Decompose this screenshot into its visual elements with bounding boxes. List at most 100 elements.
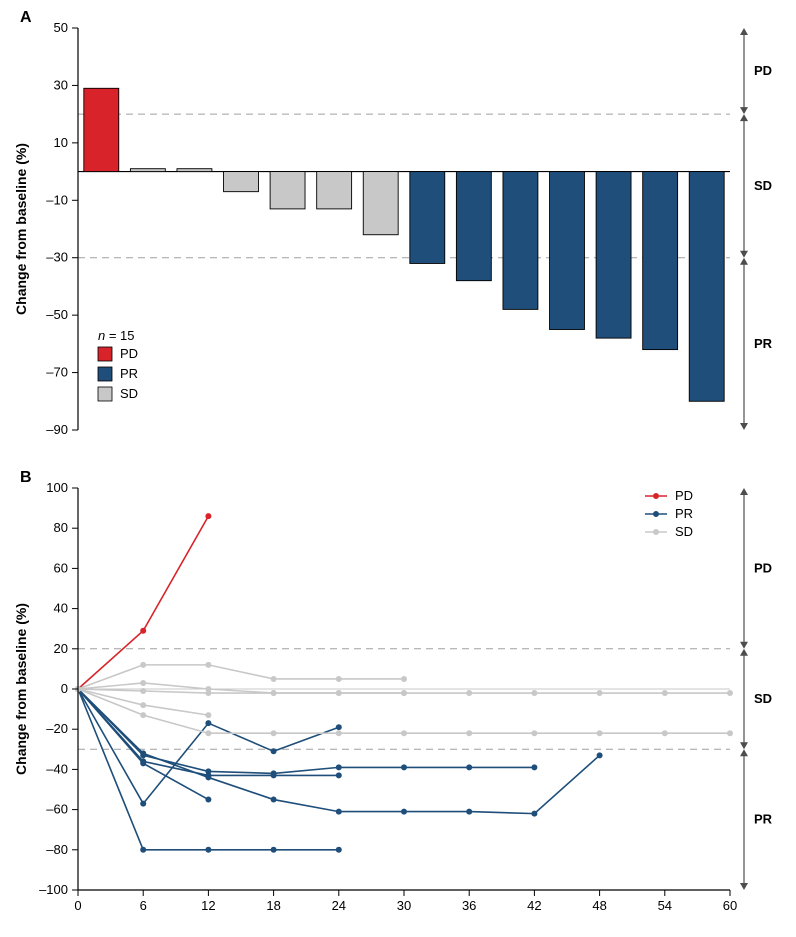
bar: [550, 172, 585, 330]
series-line: [78, 665, 404, 689]
zone-label: PD: [754, 560, 772, 575]
panel-a-label: A: [20, 9, 32, 26]
bar: [270, 172, 305, 209]
xtick-label: 18: [266, 898, 280, 913]
series-marker: [336, 690, 342, 696]
ytick-label: 100: [46, 480, 68, 495]
series-marker: [140, 688, 146, 694]
bar: [456, 172, 491, 281]
ytick-label: –10: [46, 192, 68, 207]
bar: [643, 172, 678, 350]
xtick-label: 60: [723, 898, 737, 913]
ytick-label: –80: [46, 842, 68, 857]
series-marker: [531, 811, 537, 817]
zone-label: PR: [754, 336, 773, 351]
series-marker: [205, 712, 211, 718]
series-marker: [531, 730, 537, 736]
bar: [596, 172, 631, 339]
xtick-label: 0: [74, 898, 81, 913]
y-axis-label: Change from baseline (%): [13, 603, 29, 775]
series-marker: [271, 847, 277, 853]
ytick-label: 50: [54, 20, 68, 35]
bar: [224, 172, 259, 192]
series-marker: [336, 676, 342, 682]
ytick-label: 30: [54, 77, 68, 92]
legend-label: PR: [675, 506, 693, 521]
legend-swatch: [98, 387, 112, 401]
series-marker: [205, 720, 211, 726]
series-marker: [271, 770, 277, 776]
series-marker: [336, 847, 342, 853]
series-marker: [205, 690, 211, 696]
bar: [177, 169, 212, 172]
ytick-label: 20: [54, 641, 68, 656]
series-marker: [205, 847, 211, 853]
series-line: [78, 683, 404, 693]
series-marker: [662, 690, 668, 696]
panel-b-svg: B100806040200–20–40–60–80–10006121824303…: [0, 460, 796, 937]
series-marker: [205, 774, 211, 780]
zone-label: PD: [754, 63, 772, 78]
ytick-label: –90: [46, 422, 68, 437]
series-marker: [401, 676, 407, 682]
series-marker: [531, 764, 537, 770]
xtick-label: 24: [332, 898, 346, 913]
series-marker: [466, 690, 472, 696]
series-marker: [336, 724, 342, 730]
ytick-label: –20: [46, 721, 68, 736]
series-marker: [205, 513, 211, 519]
xtick-label: 36: [462, 898, 476, 913]
ytick-label: –50: [46, 307, 68, 322]
panel-b-label: B: [20, 469, 32, 486]
series-marker: [271, 797, 277, 803]
bar: [84, 88, 119, 171]
series-marker: [271, 676, 277, 682]
legend-n: n = 15: [98, 328, 135, 343]
legend-swatch: [98, 367, 112, 381]
ytick-label: 10: [54, 135, 68, 150]
legend-label: PD: [120, 346, 138, 361]
bar: [130, 169, 165, 172]
series-marker: [662, 730, 668, 736]
xtick-label: 12: [201, 898, 215, 913]
series-marker: [140, 801, 146, 807]
series-marker: [466, 730, 472, 736]
xtick-label: 42: [527, 898, 541, 913]
series-marker: [140, 662, 146, 668]
ytick-label: 80: [54, 520, 68, 535]
bar: [503, 172, 538, 310]
ytick-label: 0: [61, 681, 68, 696]
legend-marker: [653, 493, 659, 499]
legend-label: PR: [120, 366, 138, 381]
panel-a-svg: A503010–10–30–50–70–90Change from baseli…: [0, 0, 796, 460]
series-marker: [466, 809, 472, 815]
series-marker: [205, 768, 211, 774]
ytick-label: 60: [54, 560, 68, 575]
series-marker: [401, 690, 407, 696]
series-marker: [205, 797, 211, 803]
series-marker: [271, 748, 277, 754]
zone-label: SD: [754, 178, 772, 193]
series-marker: [271, 690, 277, 696]
series-marker: [140, 702, 146, 708]
legend-label: SD: [675, 524, 693, 539]
series-marker: [531, 690, 537, 696]
series-marker: [336, 772, 342, 778]
series-marker: [140, 847, 146, 853]
bar: [410, 172, 445, 264]
series-marker: [727, 730, 733, 736]
legend-label: SD: [120, 386, 138, 401]
xtick-label: 30: [397, 898, 411, 913]
series-marker: [401, 764, 407, 770]
series-marker: [401, 809, 407, 815]
series-marker: [597, 690, 603, 696]
bar: [363, 172, 398, 235]
series-marker: [727, 690, 733, 696]
series-marker: [336, 730, 342, 736]
xtick-label: 54: [658, 898, 672, 913]
series-marker: [140, 628, 146, 634]
bar: [317, 172, 352, 209]
ytick-label: –40: [46, 761, 68, 776]
series-marker: [271, 730, 277, 736]
series-marker: [205, 730, 211, 736]
